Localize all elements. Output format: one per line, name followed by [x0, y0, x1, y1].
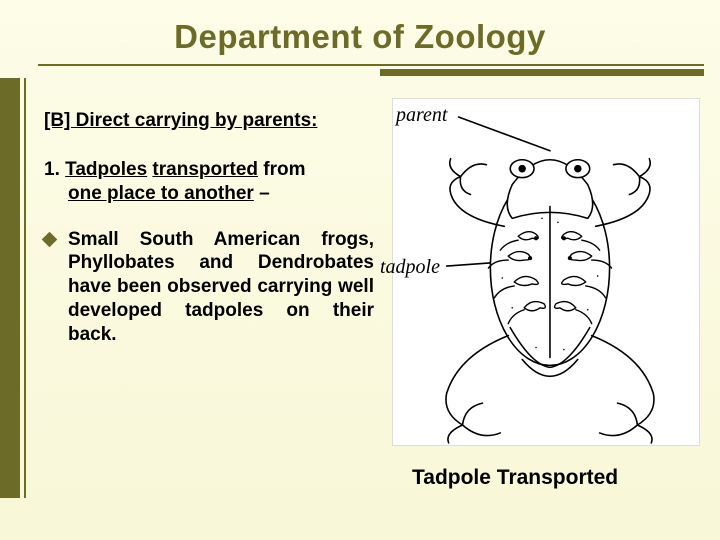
diamond-bullet-icon — [42, 231, 58, 247]
figure-caption: Tadpole Transported — [412, 466, 618, 490]
figure-label-parent: parent — [396, 104, 447, 127]
rule-thick — [380, 69, 704, 76]
sub-heading: 1. Tadpoles transported from one place t… — [44, 158, 374, 206]
side-bar-thin — [24, 78, 26, 498]
sub-line2b: – — [254, 183, 270, 204]
sub-number: 1. — [44, 159, 60, 180]
sub-word-tadpoles: Tadpoles — [65, 159, 147, 180]
figure-label-tadpole: tadpole — [380, 256, 440, 279]
page-title: Department of Zoology — [0, 18, 720, 56]
bullet-item: Small South American frogs, Phyllobates … — [44, 228, 374, 347]
sub-word-transported: transported — [152, 159, 258, 180]
section-heading: [B] Direct carrying by parents: — [44, 110, 374, 132]
title-area: Department of Zoology — [0, 0, 720, 56]
sub-line2a: one place to another — [68, 183, 254, 204]
title-rules — [0, 64, 720, 78]
slide: Department of Zoology [B] Direct carryin… — [0, 0, 720, 540]
sub-word-from: from — [263, 159, 305, 180]
text-content: [B] Direct carrying by parents: 1. Tadpo… — [44, 110, 374, 346]
paragraph: Small South American frogs, Phyllobates … — [68, 228, 374, 347]
side-bar-thick — [0, 78, 20, 498]
rule-thin — [38, 64, 704, 66]
